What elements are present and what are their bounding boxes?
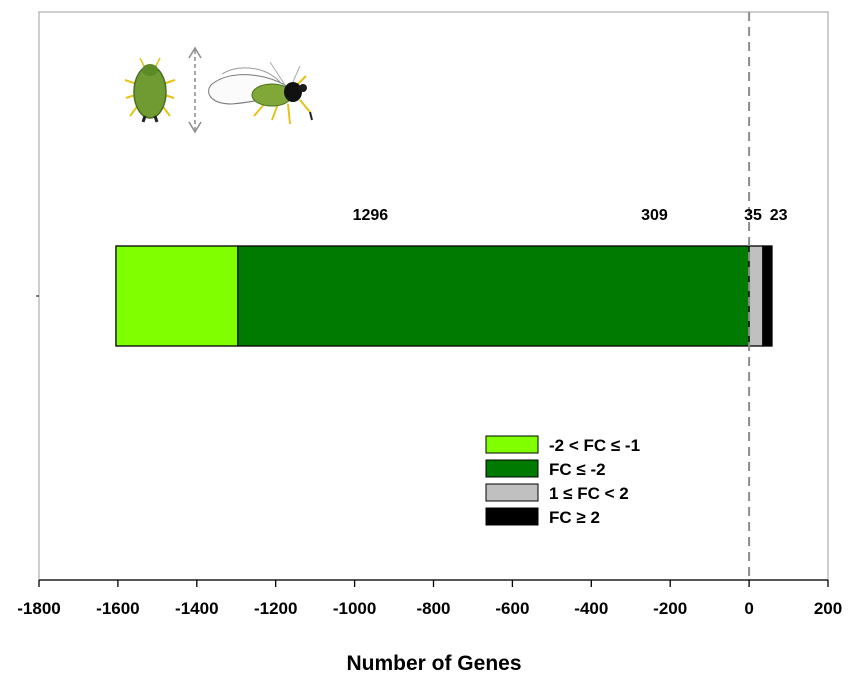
- data-labels: 1296 309 35 23: [353, 207, 788, 224]
- bar-segment: [237, 245, 750, 347]
- data-label: 23: [770, 207, 788, 224]
- legend-swatch: [485, 507, 539, 526]
- legend-label: 1 ≤ FC < 2: [549, 484, 629, 503]
- legend-label: -2 < FC ≤ -1: [549, 436, 640, 455]
- x-tick-label: -1400: [175, 599, 218, 618]
- bar-segment: [115, 245, 239, 347]
- x-axis-title: Number of Genes: [346, 652, 521, 675]
- x-tick-label: -1000: [333, 599, 376, 618]
- x-tick-label: -800: [416, 599, 450, 618]
- legend: -2 < FC ≤ -1 FC ≤ -2 1 ≤ FC < 2 FC ≥ 2: [485, 435, 640, 527]
- wingless-aphid-icon: [124, 57, 176, 123]
- winged-aphid-icon: [208, 61, 313, 125]
- legend-label: FC ≥ 2: [549, 508, 600, 527]
- data-label: 309: [641, 207, 668, 224]
- legend-label: FC ≤ -2: [549, 460, 606, 479]
- x-tick-label: -400: [574, 599, 608, 618]
- x-tick-label: 200: [814, 599, 842, 618]
- double-arrow-icon: [188, 46, 202, 134]
- legend-swatch: [485, 435, 539, 454]
- x-tick-label: -1600: [96, 599, 139, 618]
- x-tick-label: -200: [653, 599, 687, 618]
- stacked-bar: [115, 245, 773, 347]
- x-axis-ticks: -1800 -1600 -1400 -1200 -1000 -800 -600 -400 -20…: [17, 580, 842, 618]
- bar-segment: [762, 245, 773, 347]
- legend-swatch: [485, 459, 539, 478]
- x-tick-label: -1800: [17, 599, 60, 618]
- data-label: 1296: [353, 207, 389, 224]
- legend-swatch: [485, 483, 539, 502]
- bar-segment: [748, 245, 764, 347]
- x-tick-label: -1200: [254, 599, 297, 618]
- x-tick-label: -600: [495, 599, 529, 618]
- x-tick-label: 0: [744, 599, 753, 618]
- data-label: 35: [744, 207, 762, 224]
